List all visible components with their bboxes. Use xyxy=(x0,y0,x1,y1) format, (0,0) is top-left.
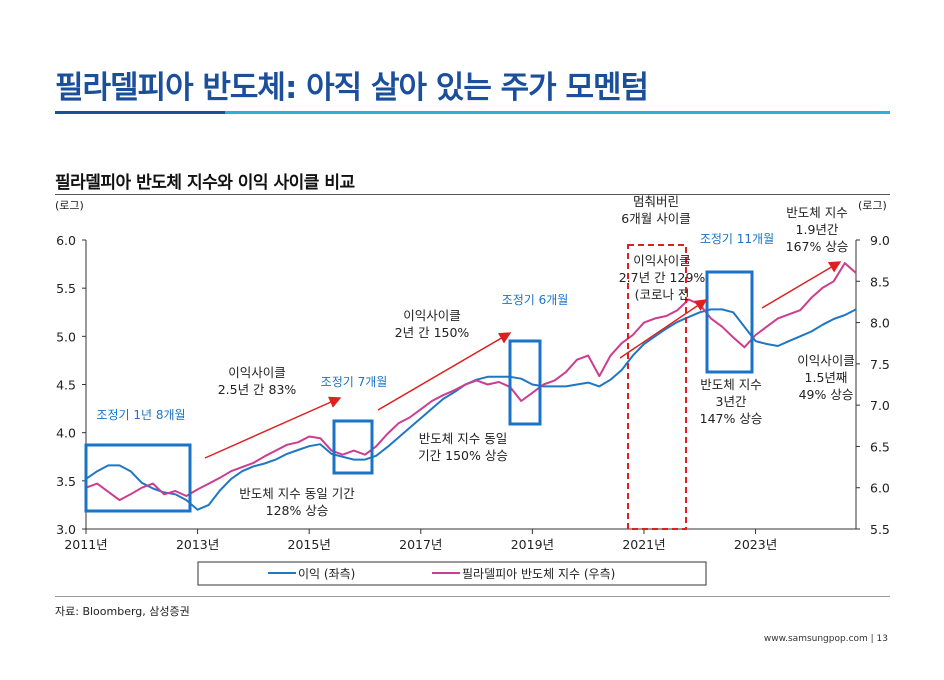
cycle4-line2: 1.5년째 xyxy=(805,370,848,385)
legend-label-earnings: 이익 (좌측) xyxy=(298,567,355,581)
idx3-line2: 3년간 xyxy=(716,394,747,409)
right-tick-label: 6.0 xyxy=(870,481,890,496)
idx4-line3: 167% 상승 xyxy=(786,239,849,254)
stalled-line1: 멈춰버린 xyxy=(633,194,679,209)
page-footer: www.samsungpop.com | 13 xyxy=(763,634,888,644)
source-note: 자료: Bloomberg, 삼성증권 xyxy=(55,605,190,618)
chart-subtitle: 필라델피아 반도체 지수와 이익 사이클 비교 xyxy=(55,173,355,193)
left-tick-label: 3.5 xyxy=(56,474,76,489)
box4-label: 조정기 11개월 xyxy=(700,232,774,246)
right-tick-label: 9.0 xyxy=(870,233,890,248)
cycle1-line1: 이익사이클 xyxy=(228,365,286,380)
left-tick-label: 4.0 xyxy=(56,426,76,441)
x-tick-label: 2013년 xyxy=(176,537,219,552)
idx2-line1: 반도체 지수 동일 xyxy=(419,431,507,446)
cycle3-line1: 이익사이클 xyxy=(633,253,691,268)
right-tick-label: 6.5 xyxy=(870,439,890,454)
left-tick-label: 6.0 xyxy=(56,233,76,248)
source-rule xyxy=(55,596,890,597)
x-tick-label: 2021년 xyxy=(622,537,665,552)
cycle3-line2: 2.7년 간 129% xyxy=(619,270,706,285)
sox-index-series-line xyxy=(85,262,857,502)
idx4-line1: 반도체 지수 xyxy=(786,205,847,220)
cycle4-line1: 이익사이클 xyxy=(797,353,855,368)
box1-label: 조정기 1년 8개월 xyxy=(96,408,185,422)
trend-arrow-2 xyxy=(377,332,512,411)
x-tick-label: 2011년 xyxy=(64,537,107,552)
x-tick-label: 2015년 xyxy=(288,537,331,552)
subtitle-rule xyxy=(55,194,890,195)
stalled-cycle-box xyxy=(627,244,687,530)
cycle2-line2: 2년 간 150% xyxy=(395,325,470,340)
cycle1-line2: 2.5년 간 83% xyxy=(218,382,297,397)
right-tick-label: 7.5 xyxy=(870,357,890,372)
left-tick-label: 5.0 xyxy=(56,329,76,344)
title-rule-light xyxy=(225,111,890,114)
stalled-line2: 6개월 사이클 xyxy=(621,211,690,226)
title-rule-dark xyxy=(55,111,225,114)
cycle3-line3: (코로나 전 xyxy=(635,287,690,302)
x-tick-label: 2017년 xyxy=(399,537,442,552)
trend-arrow-1 xyxy=(204,396,342,459)
right-tick-label: 7.0 xyxy=(870,398,890,413)
x-tick-label: 2019년 xyxy=(511,537,554,552)
earnings-series-line xyxy=(85,308,857,511)
left-tick-label: 5.5 xyxy=(56,281,76,296)
idx3-line1: 반도체 지수 xyxy=(700,377,761,392)
cycle4-line3: 49% 상승 xyxy=(799,387,854,402)
trend-arrow-4 xyxy=(761,261,842,309)
slide-title: 필라델피아 반도체: 아직 살아 있는 주가 모멘텀 xyxy=(55,70,649,106)
adjustment-box-1 xyxy=(84,443,192,513)
x-tick-label: 2023년 xyxy=(734,537,777,552)
right-tick-label: 8.5 xyxy=(870,274,890,289)
idx4-line2: 1.9년간 xyxy=(796,222,839,237)
box3-label: 조정기 6개월 xyxy=(502,293,569,307)
idx3-line3: 147% 상승 xyxy=(700,411,763,426)
cycle2-line1: 이익사이클 xyxy=(403,308,461,323)
idx1-line1: 반도체 지수 동일 기간 xyxy=(239,486,355,501)
left-tick-label: 4.5 xyxy=(56,378,76,393)
adjustment-box-3 xyxy=(508,339,542,426)
right-tick-label: 8.0 xyxy=(870,316,890,331)
adjustment-box-2 xyxy=(332,419,374,475)
box2-label: 조정기 7개월 xyxy=(321,375,388,389)
idx2-line2: 기간 150% 상승 xyxy=(418,448,508,463)
chart: (로그) (로그) 3.0 3.5 4.0 4.5 5.0 5.5 6.0 5.5 6.0 6.5 7.… xyxy=(55,194,890,586)
idx1-line2: 128% 상승 xyxy=(266,503,329,518)
left-axis-unit: (로그) xyxy=(55,199,84,212)
legend-label-index: 필라델피아 반도체 지수 (우측) xyxy=(462,567,615,581)
adjustment-box-4 xyxy=(705,270,754,374)
trend-arrow-3 xyxy=(619,299,708,359)
right-tick-label: 5.5 xyxy=(870,522,890,537)
right-axis-unit: (로그) xyxy=(858,199,887,212)
left-tick-label: 3.0 xyxy=(56,522,76,537)
